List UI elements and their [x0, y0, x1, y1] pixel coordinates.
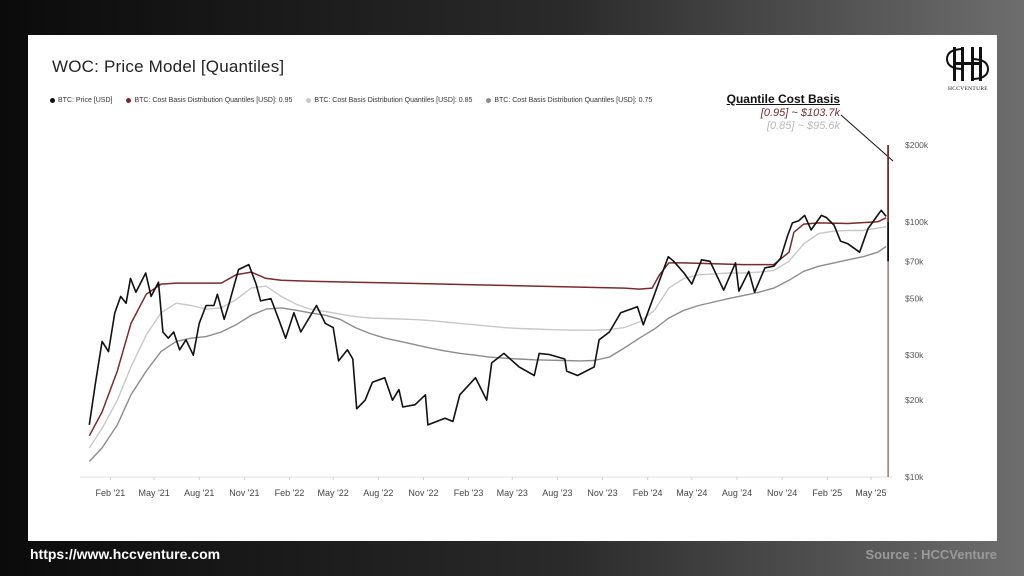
hccventure-logo: HCCVENTURE — [944, 43, 992, 97]
x-tick-label: Aug '22 — [363, 488, 393, 498]
legend-dot-q75 — [486, 98, 492, 103]
y-tick-label: $100k — [905, 217, 929, 227]
x-axis: Feb '21 May '21 Aug '21 Nov '21 Feb '22 May '… — [80, 476, 893, 498]
x-tick-label: Nov '23 — [587, 488, 617, 498]
legend-item-q85: BTC: Cost Basis Distribution Quantiles [… — [306, 97, 472, 104]
y-tick-label: $70k — [905, 256, 924, 266]
y-tick-label: $50k — [905, 294, 924, 304]
chart-legend: BTC: Price [USD] BTC: Cost Basis Distrib… — [50, 97, 652, 104]
y-tick-label: $10k — [905, 472, 924, 482]
x-tick-label: May '25 — [855, 488, 886, 498]
quantile-annotation: Quantile Cost Basis [0.95] ~ $103.7k [0.… — [700, 92, 840, 132]
chart-title: WOC: Price Model [Quantiles] — [52, 57, 285, 76]
series-layer — [88, 209, 887, 462]
footer-website[interactable]: https://www.hccventure.com — [30, 546, 221, 562]
annotation-pointer — [840, 114, 894, 162]
y-tick-label: $200k — [905, 140, 929, 150]
logo-text: HCCVENTURE — [948, 86, 988, 92]
x-tick-label: Aug '23 — [542, 488, 572, 498]
legend-item-q95: BTC: Cost Basis Distribution Quantiles [… — [126, 97, 292, 104]
x-tick-label: May '22 — [318, 488, 349, 498]
x-tick-label: May '21 — [138, 488, 169, 498]
x-tick-label: Nov '21 — [229, 488, 259, 498]
x-tick-label: Feb '25 — [812, 488, 842, 498]
chart-card: WOC: Price Model [Quantiles] BTC: Price … — [28, 35, 997, 541]
q75-line — [88, 245, 887, 462]
price-line — [88, 209, 887, 426]
legend-label-q75: BTC: Cost Basis Distribution Quantiles [… — [494, 97, 653, 104]
y-tick-label: $30k — [905, 350, 924, 360]
legend-item-price: BTC: Price [USD] — [50, 97, 112, 104]
legend-label-q85: BTC: Cost Basis Distribution Quantiles [… — [314, 97, 473, 104]
legend-label-price: BTC: Price [USD] — [58, 97, 113, 104]
x-tick-label: Feb '22 — [275, 488, 305, 498]
legend-label-q95: BTC: Cost Basis Distribution Quantiles [… — [134, 97, 293, 104]
y-tick-label: $20k — [905, 395, 924, 405]
legend-item-q75: BTC: Cost Basis Distribution Quantiles [… — [486, 97, 652, 104]
price-chart: Feb '21 May '21 Aug '21 Nov '21 Feb '22 May '… — [80, 114, 929, 498]
legend-dot-price — [50, 98, 55, 103]
x-tick-label: Feb '24 — [633, 488, 663, 498]
x-tick-label: Feb '21 — [96, 488, 126, 498]
y-axis: $10k $20k $30k $50k $70k $100k $200k — [905, 140, 929, 482]
x-tick-label: Aug '21 — [184, 488, 214, 498]
x-tick-label: Feb '23 — [454, 488, 484, 498]
q85-line — [88, 226, 887, 449]
annotation-q85: [0.85] ~ $95.6k — [766, 120, 840, 132]
x-tick-label: Nov '24 — [767, 488, 797, 498]
annotation-title: Quantile Cost Basis — [726, 92, 840, 106]
x-tick-label: May '24 — [676, 488, 707, 498]
q95-line — [88, 217, 887, 437]
x-tick-label: Aug '24 — [722, 488, 752, 498]
legend-dot-q85 — [306, 98, 312, 103]
legend-dot-q95 — [126, 98, 132, 103]
x-tick-label: May '23 — [497, 488, 528, 498]
x-tick-label: Nov '22 — [408, 488, 438, 498]
annotation-q95: [0.95] ~ $103.7k — [760, 107, 840, 119]
footer-source: Source : HCCVenture — [865, 547, 997, 562]
logo-mark-icon — [945, 47, 990, 81]
